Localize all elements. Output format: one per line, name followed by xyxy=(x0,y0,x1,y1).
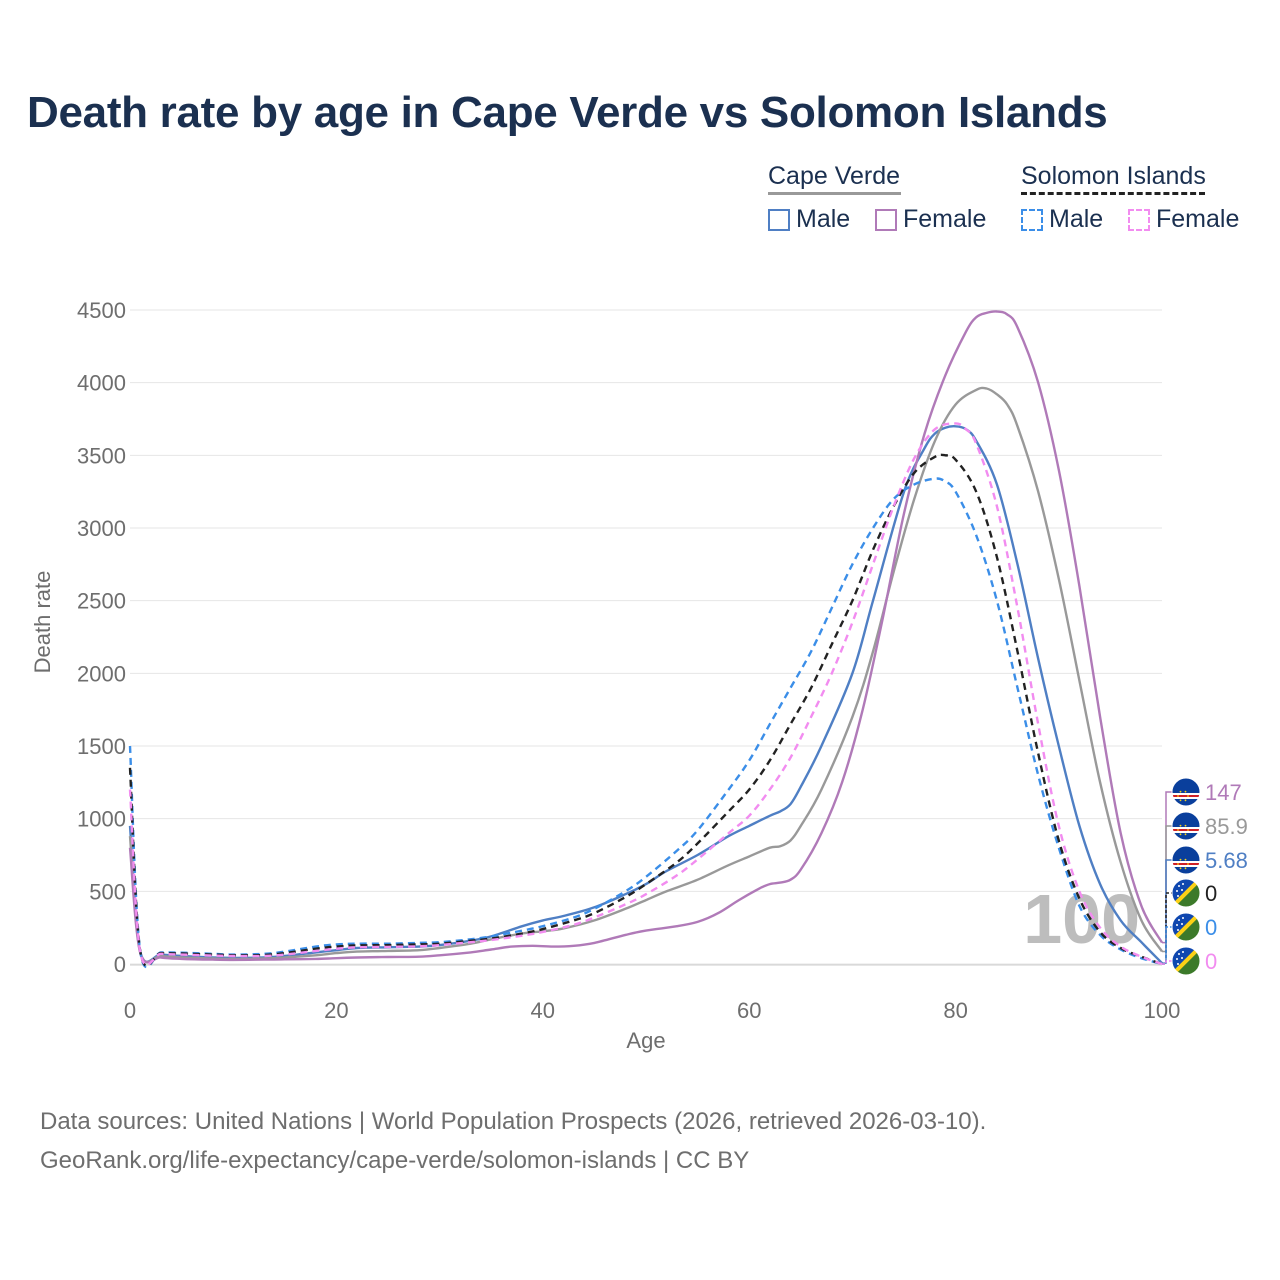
end-value-label: 0 xyxy=(1205,915,1217,940)
end-value-label: 0 xyxy=(1205,949,1217,974)
solomon-islands-flag-icon xyxy=(1171,912,1201,942)
footer-source: Data sources: United Nations | World Pop… xyxy=(40,1108,987,1135)
legend-item-cape-verde-female[interactable]: Female xyxy=(875,205,986,234)
legend-item-cape-verde-male[interactable]: Male xyxy=(768,205,850,234)
y-tick-label: 0 xyxy=(114,952,126,977)
age-watermark: 100 xyxy=(1023,880,1140,958)
end-label-connector xyxy=(1162,892,1172,965)
y-tick-label: 2500 xyxy=(77,589,126,614)
legend-label: Female xyxy=(1156,205,1240,233)
x-tick-label: 60 xyxy=(737,998,761,1023)
y-tick-label: 500 xyxy=(89,879,126,904)
cape-verde-flag-icon xyxy=(1171,845,1201,875)
end-value-label: 0 xyxy=(1205,881,1217,906)
series-line-cape-verde-female xyxy=(128,310,1164,964)
series-line-cape-verde-male xyxy=(128,425,1163,964)
end-label-connector xyxy=(1162,825,1172,953)
chart-title: Death rate by age in Cape Verde vs Solom… xyxy=(27,88,1108,137)
y-tick-label: 4500 xyxy=(77,298,126,323)
y-tick-label: 4000 xyxy=(77,371,126,396)
legend-swatch xyxy=(1128,208,1150,231)
x-axis-title: Age xyxy=(626,1028,665,1053)
legend-item-solomon-islands-female[interactable]: Female xyxy=(1128,205,1239,234)
footer-link[interactable]: GeoRank.org/life-expectancy/cape-verde/s… xyxy=(40,1147,750,1174)
x-tick-label: 40 xyxy=(531,998,555,1023)
x-tick-label: 0 xyxy=(124,998,136,1023)
x-tick-label: 100 xyxy=(1144,998,1181,1023)
y-tick-label: 1500 xyxy=(77,734,126,759)
x-tick-label: 20 xyxy=(324,998,348,1023)
legend-item-solomon-islands-male[interactable]: Male xyxy=(1021,205,1103,234)
end-value-label: 5.68 xyxy=(1205,848,1248,873)
end-label-connector xyxy=(1162,926,1172,965)
legend-swatch xyxy=(875,208,897,231)
end-label-connector xyxy=(1162,960,1172,965)
legend-group-cape-verde: Cape Verde xyxy=(768,162,901,190)
y-tick-label: 3000 xyxy=(77,516,126,541)
series-line-cape-verde-total xyxy=(128,386,1164,964)
legend-swatch xyxy=(768,208,790,231)
series-line-solomon-islands-female xyxy=(128,422,1163,966)
series-line-solomon-islands-male xyxy=(128,477,1163,969)
end-label-connector xyxy=(1162,791,1172,944)
legend-label: Male xyxy=(1049,205,1104,233)
y-tick-label: 1000 xyxy=(77,807,126,832)
end-value-label: 85.9 xyxy=(1205,814,1248,839)
legend-group-solomon-islands: Solomon Islands xyxy=(1021,162,1206,190)
end-label-connector xyxy=(1162,859,1172,964)
y-tick-label: 3500 xyxy=(77,443,126,468)
y-tick-label: 2000 xyxy=(77,661,126,686)
y-axis-title: Death rate xyxy=(30,571,55,674)
legend-label: Female xyxy=(903,205,987,233)
x-tick-label: 80 xyxy=(943,998,967,1023)
legend-group-line xyxy=(768,192,901,195)
cape-verde-flag-icon xyxy=(1171,777,1201,807)
solomon-islands-flag-icon xyxy=(1171,946,1201,976)
legend-group-line xyxy=(1021,192,1205,195)
series-line-solomon-islands-total xyxy=(128,453,1163,967)
legend-swatch xyxy=(1021,208,1043,231)
cape-verde-flag-icon xyxy=(1171,811,1201,841)
legend-label: Male xyxy=(796,205,851,233)
solomon-islands-flag-icon xyxy=(1171,878,1201,908)
end-value-label: 147 xyxy=(1205,780,1242,805)
